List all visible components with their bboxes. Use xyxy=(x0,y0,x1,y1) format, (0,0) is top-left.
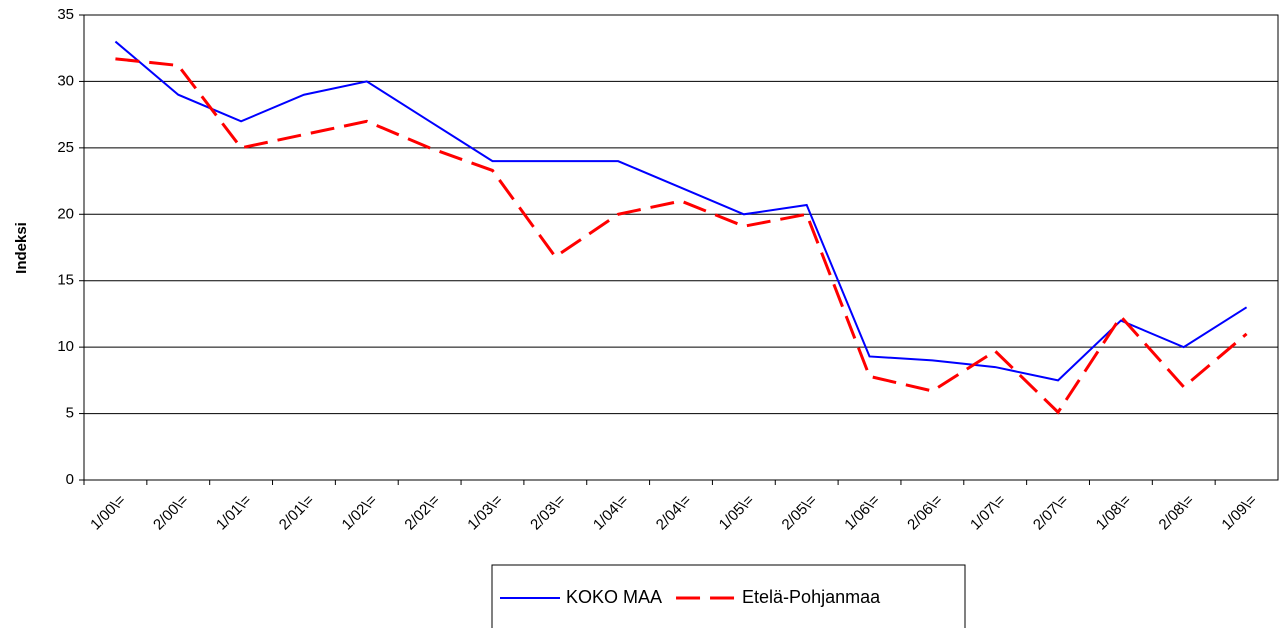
x-tick-label: 2/00\= xyxy=(150,491,192,533)
x-tick-label: 2/05\= xyxy=(779,491,821,533)
y-tick-label: 10 xyxy=(57,338,74,355)
y-axis-label: Indeksi xyxy=(13,222,30,274)
x-tick-label: 2/02\= xyxy=(401,491,443,533)
x-tick-label: 2/06\= xyxy=(904,491,946,533)
x-tick-label: 2/01\= xyxy=(276,491,318,533)
y-tick-label: 25 xyxy=(57,139,74,156)
x-tick-label: 2/03\= xyxy=(527,491,569,533)
x-tick-label: 1/09\= xyxy=(1218,491,1260,533)
x-tick-label: 1/04\= xyxy=(590,491,632,533)
x-tick-label: 2/04\= xyxy=(653,491,695,533)
plot-area xyxy=(83,14,1279,481)
y-tick-label: 30 xyxy=(57,72,74,89)
x-tick-label: 1/07\= xyxy=(967,491,1009,533)
x-tick-label: 1/02\= xyxy=(339,491,381,533)
y-tick-label: 5 xyxy=(66,405,74,422)
x-tick-label: 1/06\= xyxy=(841,491,883,533)
y-tick-label: 20 xyxy=(57,205,74,222)
x-tick-label: 1/05\= xyxy=(716,491,758,533)
x-tick-label: 1/01\= xyxy=(213,491,255,533)
x-tick-label: 2/08\= xyxy=(1156,491,1198,533)
x-tick-label: 2/07\= xyxy=(1030,491,1072,533)
x-tick-label: 1/00\= xyxy=(87,491,129,533)
legend-label: Etelä-Pohjanmaa xyxy=(742,587,881,607)
y-tick-label: 0 xyxy=(66,471,74,488)
y-tick-label: 35 xyxy=(57,6,74,23)
line-series xyxy=(114,40,1248,382)
y-tick-label: 15 xyxy=(57,272,74,289)
line-series xyxy=(115,57,1248,415)
legend-label: KOKO MAA xyxy=(566,587,662,607)
x-tick-label: 1/03\= xyxy=(464,491,506,533)
x-tick-label: 1/08\= xyxy=(1093,491,1135,533)
